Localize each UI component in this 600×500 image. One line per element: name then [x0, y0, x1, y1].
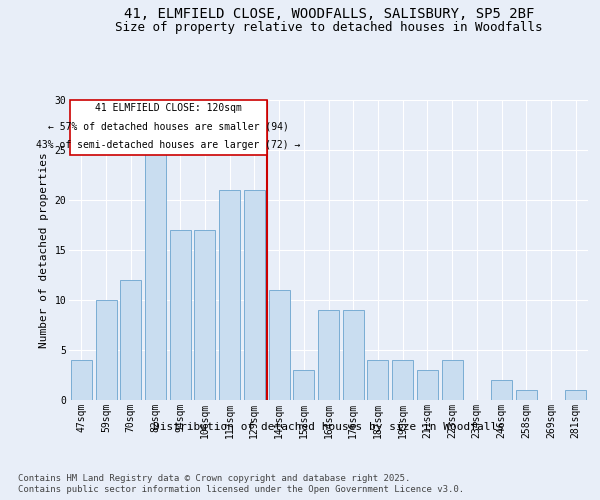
Bar [194, 230, 215, 400]
Bar [95, 300, 116, 400]
Text: Size of property relative to detached houses in Woodfalls: Size of property relative to detached ho… [115, 21, 542, 34]
Bar [120, 280, 141, 400]
Text: ← 57% of detached houses are smaller (94): ← 57% of detached houses are smaller (94… [48, 122, 289, 132]
Bar [318, 310, 339, 400]
Text: 41 ELMFIELD CLOSE: 120sqm: 41 ELMFIELD CLOSE: 120sqm [95, 103, 242, 113]
Text: Contains HM Land Registry data © Crown copyright and database right 2025.: Contains HM Land Registry data © Crown c… [18, 474, 410, 483]
Bar [392, 360, 413, 400]
Bar [343, 310, 364, 400]
Bar [516, 390, 537, 400]
Text: Distribution of detached houses by size in Woodfalls: Distribution of detached houses by size … [154, 422, 504, 432]
Bar [71, 360, 92, 400]
Text: Contains public sector information licensed under the Open Government Licence v3: Contains public sector information licen… [18, 485, 464, 494]
Text: 41, ELMFIELD CLOSE, WOODFALLS, SALISBURY, SP5 2BF: 41, ELMFIELD CLOSE, WOODFALLS, SALISBURY… [124, 8, 534, 22]
Bar [442, 360, 463, 400]
Bar [293, 370, 314, 400]
Y-axis label: Number of detached properties: Number of detached properties [39, 152, 49, 348]
Bar [491, 380, 512, 400]
Bar [417, 370, 438, 400]
Bar [170, 230, 191, 400]
Text: 43% of semi-detached houses are larger (72) →: 43% of semi-detached houses are larger (… [36, 140, 301, 149]
Bar [269, 290, 290, 400]
Bar [219, 190, 240, 400]
FancyBboxPatch shape [70, 100, 267, 155]
Bar [367, 360, 388, 400]
Bar [565, 390, 586, 400]
Bar [145, 130, 166, 400]
Bar [244, 190, 265, 400]
